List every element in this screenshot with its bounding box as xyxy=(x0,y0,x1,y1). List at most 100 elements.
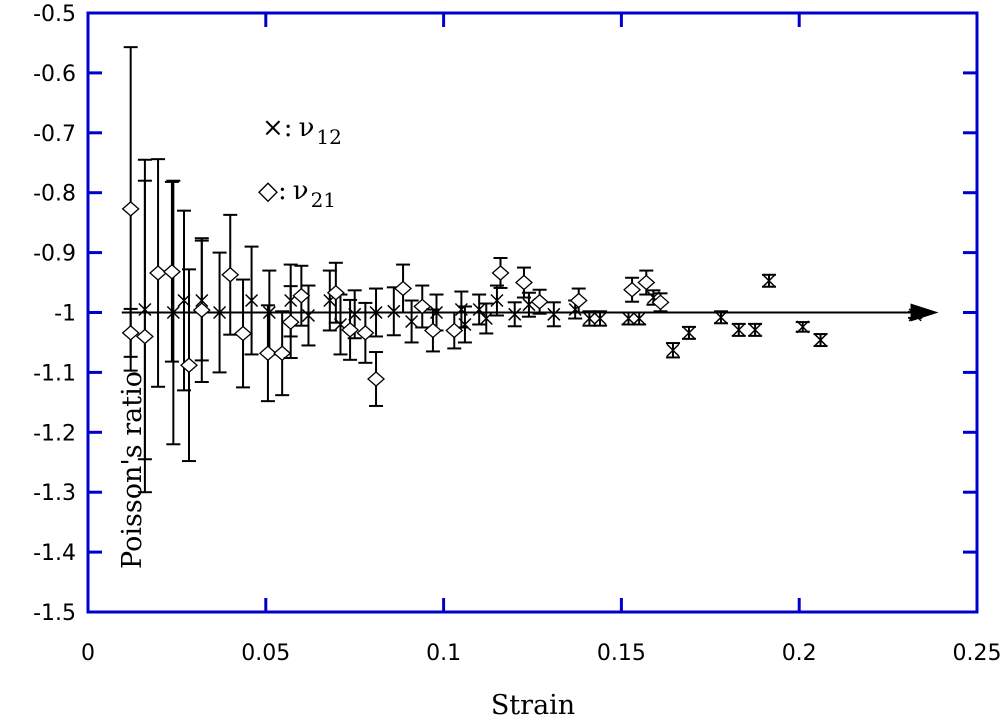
data-point-v12 xyxy=(593,310,608,327)
y-tick-label: -1.5 xyxy=(33,601,76,626)
x-marker xyxy=(245,293,259,308)
x-tick-label: 0.05 xyxy=(241,641,290,666)
data-point-v21 xyxy=(273,310,292,397)
diamond-marker xyxy=(180,357,198,374)
data-point-v21 xyxy=(651,292,670,313)
data-point-v21 xyxy=(423,308,442,353)
data-point-v12 xyxy=(507,301,522,328)
y-tick-label: -0.6 xyxy=(33,62,76,87)
diamond-marker xyxy=(423,322,442,339)
legend-marker-x: × xyxy=(262,113,284,143)
data-point-v12 xyxy=(479,302,494,335)
diamond-marker xyxy=(326,284,345,301)
x-marker xyxy=(682,326,696,340)
legend-marker-diamond: ◇ xyxy=(258,176,278,206)
axis-ticks: -0.5 -0.6 -0.7 -0.8 -0.9 -1 -1.1 -1.2 -1.3 -1.4 -1… xyxy=(33,2,1001,666)
data-point-v21 xyxy=(180,268,198,463)
data-point-v21 xyxy=(413,284,432,329)
data-point-v21 xyxy=(149,158,168,388)
legend-entry-v21: ◇: ν 21 xyxy=(258,176,336,212)
x-marker xyxy=(479,311,493,326)
x-marker xyxy=(621,311,636,326)
diamond-marker xyxy=(192,302,211,318)
x-marker xyxy=(796,320,810,334)
y-tick-label: -0.5 xyxy=(33,2,76,27)
series-v21 xyxy=(121,46,670,494)
data-point-v12 xyxy=(761,273,776,288)
y-tick-label: -0.7 xyxy=(33,122,76,147)
diamond-marker xyxy=(394,280,413,297)
data-point-v21 xyxy=(356,301,375,364)
y-tick-label: -1.2 xyxy=(33,421,76,446)
x-marker xyxy=(490,293,504,308)
data-point-v21 xyxy=(292,264,311,327)
diamond-marker xyxy=(273,345,292,362)
legend-entry-v12: ×: ν 12 xyxy=(262,113,342,149)
y-tick-label: -1.3 xyxy=(33,481,76,506)
x-marker xyxy=(405,314,419,329)
data-point-v21 xyxy=(234,278,253,389)
data-point-v12 xyxy=(681,325,696,340)
diamond-marker xyxy=(491,265,510,281)
diamond-marker xyxy=(258,345,277,362)
diamond-marker xyxy=(221,266,240,283)
series-v12 xyxy=(137,158,923,461)
data-point-v12 xyxy=(386,286,401,337)
data-point-v21 xyxy=(491,256,510,289)
diamond-marker xyxy=(623,281,642,298)
svg-text:◇:ν21: ◇: ν 21 xyxy=(258,176,336,212)
data-point-v21 xyxy=(530,288,549,315)
data-point-v21 xyxy=(637,269,656,296)
diamond-marker xyxy=(234,325,253,342)
data-point-v21 xyxy=(326,261,345,324)
x-marker xyxy=(593,311,607,326)
diamond-marker xyxy=(651,294,670,311)
data-point-v12 xyxy=(212,251,227,374)
data-point-v12 xyxy=(795,320,810,334)
diamond-marker xyxy=(121,325,140,341)
data-point-v12 xyxy=(713,310,728,325)
diamond-marker xyxy=(281,314,300,330)
data-point-v12 xyxy=(731,322,746,337)
diamond-marker xyxy=(569,292,588,309)
data-point-v21 xyxy=(623,276,642,303)
x-tick-label: 0.1 xyxy=(426,641,461,666)
data-point-v21 xyxy=(445,311,464,350)
y-tick-label: -1 xyxy=(54,302,76,327)
x-tick-label: 0.25 xyxy=(953,641,1002,666)
data-point-v12 xyxy=(489,284,504,317)
data-point-v12 xyxy=(244,245,259,356)
data-point-v12 xyxy=(457,305,472,344)
svg-text:×:ν12: ×: ν 12 xyxy=(262,113,342,149)
y-tick-label: -1.1 xyxy=(33,361,76,386)
legend: ×: ν 12 ◇: ν 21 xyxy=(258,113,342,212)
data-point-v21 xyxy=(221,213,240,336)
y-tick-label: -0.9 xyxy=(33,242,76,267)
x-marker xyxy=(213,305,227,320)
x-marker xyxy=(387,304,401,318)
diamond-marker xyxy=(445,322,464,339)
x-tick-label: 0 xyxy=(81,641,95,666)
data-point-v12 xyxy=(322,269,337,332)
data-point-v12 xyxy=(546,301,561,328)
data-point-v12 xyxy=(404,299,419,344)
data-point-v12 xyxy=(813,333,828,348)
data-point-v21 xyxy=(135,179,154,494)
data-point-v12 xyxy=(369,287,384,338)
diamond-marker xyxy=(162,263,181,280)
data-point-v21 xyxy=(341,298,360,361)
x-marker xyxy=(262,305,276,320)
diamond-marker xyxy=(413,298,432,315)
data-point-v12 xyxy=(621,311,636,326)
x-marker xyxy=(508,307,522,321)
y-axis-label: Poisson's ratio xyxy=(117,371,148,569)
diamond-marker xyxy=(149,265,168,281)
data-point-v21 xyxy=(121,307,140,358)
diamond-marker xyxy=(637,274,656,291)
x-marker xyxy=(814,333,828,347)
data-point-v12 xyxy=(166,179,181,446)
data-point-v21 xyxy=(514,266,533,299)
x-marker xyxy=(714,310,728,324)
x-marker xyxy=(748,323,762,337)
